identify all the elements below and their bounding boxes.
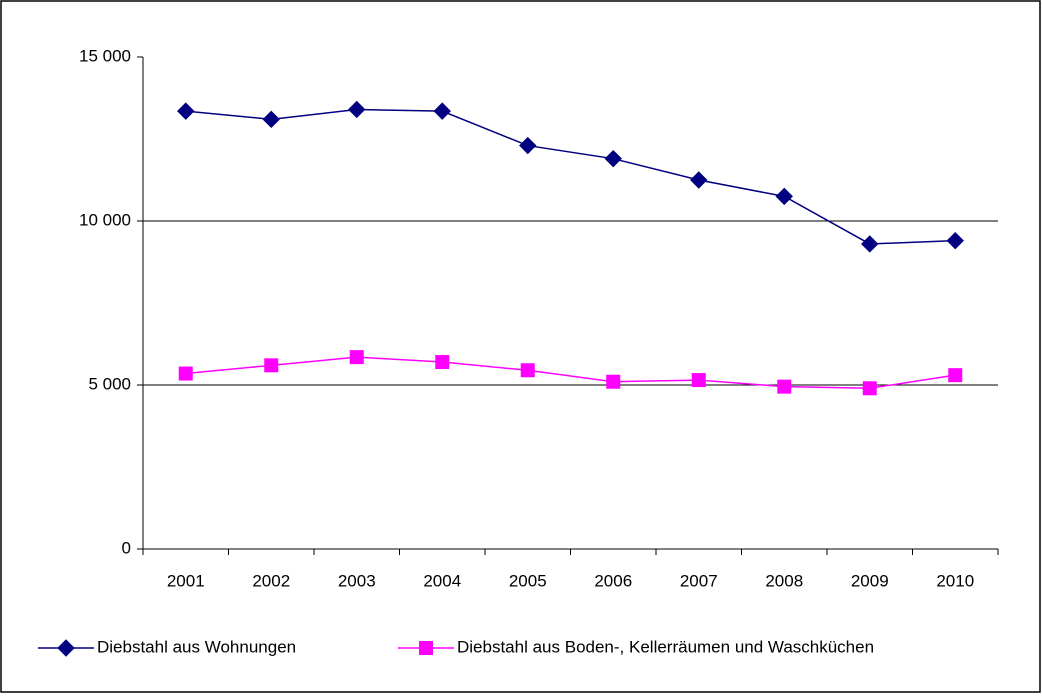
marker [349,350,364,365]
marker [861,235,879,253]
x-tick-label: 2005 [509,571,547,590]
legend-label: Diebstahl aus Boden-, Kellerräumen und W… [457,637,874,656]
marker [419,641,433,655]
x-tick-label: 2006 [594,571,632,590]
legend-label: Diebstahl aus Wohnungen [97,637,296,656]
marker [178,366,193,381]
marker [948,368,963,383]
marker [691,373,706,388]
x-tick-label: 2008 [765,571,803,590]
marker [57,639,75,657]
marker [433,102,451,120]
series-line [185,108,956,245]
series-line [185,356,956,390]
marker [520,363,535,378]
y-tick-label: 10 000 [79,210,131,229]
marker [604,149,622,168]
x-tick-label: 2007 [680,571,718,590]
marker [777,379,792,394]
marker [264,358,279,373]
marker [348,100,366,119]
marker [435,355,450,370]
x-tick-label: 2002 [252,571,290,590]
marker [775,187,793,206]
marker [690,171,708,189]
marker [862,381,877,396]
y-tick-label: 15 000 [79,46,131,65]
y-tick-label: 5 000 [88,374,131,393]
y-tick-label: 0 [122,538,131,557]
x-tick-label: 2001 [167,571,205,590]
x-tick-label: 2003 [338,571,376,590]
marker [606,374,621,389]
marker [177,102,195,120]
x-tick-label: 2009 [851,571,889,590]
marker [262,110,280,129]
x-tick-label: 2004 [423,571,461,590]
x-tick-label: 2010 [936,571,974,590]
marker [946,231,964,250]
marker [519,136,537,155]
